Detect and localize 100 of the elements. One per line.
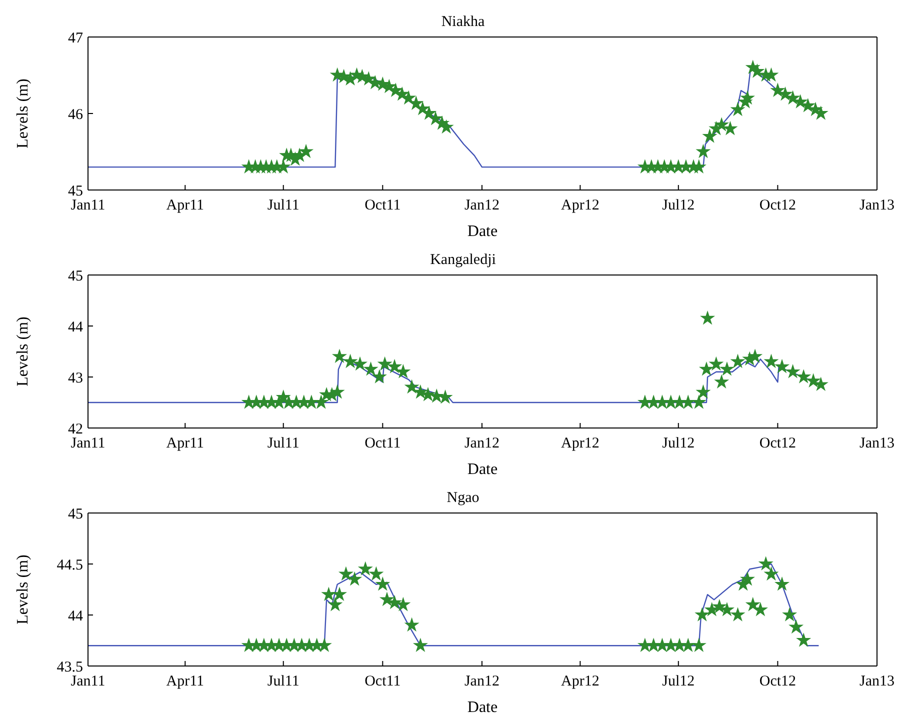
point — [404, 379, 420, 394]
point — [774, 358, 790, 374]
point — [708, 356, 724, 371]
point — [730, 102, 746, 116]
y-tick-label: 46 — [68, 106, 84, 123]
point — [358, 561, 373, 576]
chart-title: Ngao — [446, 490, 480, 506]
x-tick-label: Jul11 — [267, 674, 300, 690]
chart-title: Kangaledji — [430, 252, 496, 268]
point — [379, 592, 394, 606]
x-tick-label: Jan12 — [464, 674, 500, 690]
x-tick-label: Jan12 — [464, 436, 500, 452]
point — [730, 354, 746, 368]
point — [806, 373, 821, 388]
point — [328, 596, 343, 612]
point — [347, 571, 362, 586]
point — [702, 128, 718, 143]
point — [363, 361, 378, 376]
point — [316, 638, 332, 652]
point — [691, 638, 706, 652]
x-tick-label: Jan12 — [464, 198, 500, 214]
point — [412, 638, 428, 652]
y-tick-label: 42 — [68, 421, 83, 438]
point — [321, 586, 336, 601]
x-tick-label: Oct12 — [759, 674, 796, 690]
point — [338, 566, 354, 581]
point — [698, 361, 714, 376]
x-axis-title: Date — [467, 699, 498, 716]
y-tick-label: 45 — [68, 268, 83, 284]
x-axis-title: Date — [467, 223, 498, 240]
x-tick-label: Apr11 — [166, 436, 204, 452]
point — [694, 607, 710, 622]
y-tick-label: 44.5 — [56, 557, 83, 574]
point — [352, 356, 368, 371]
point — [700, 310, 716, 325]
point — [429, 388, 444, 403]
point — [332, 586, 347, 601]
x-tick-label: Jul12 — [662, 198, 695, 214]
point — [387, 358, 402, 374]
x-tick-label: Apr12 — [561, 198, 600, 214]
y-tick-label: 47 — [68, 30, 84, 46]
point — [758, 556, 774, 570]
x-tick-label: Oct11 — [364, 674, 401, 690]
x-tick-label: Jan13 — [860, 436, 894, 452]
y-axis-title: Levels (m) — [14, 316, 32, 386]
point — [722, 120, 738, 136]
point — [422, 106, 437, 120]
point — [730, 607, 746, 622]
x-tick-label: Jan11 — [70, 674, 106, 690]
y-axis-title: Levels (m) — [14, 78, 32, 148]
y-tick-label: 45 — [68, 506, 83, 522]
point — [796, 369, 812, 384]
x-tick-label: Jul12 — [662, 436, 695, 452]
point — [396, 596, 411, 612]
point — [680, 638, 696, 652]
point — [785, 364, 800, 378]
y-tick-label: 44 — [68, 608, 84, 624]
chart-title: Niakha — [441, 14, 485, 30]
point — [330, 384, 345, 399]
point — [377, 356, 392, 371]
x-tick-label: Oct11 — [364, 198, 401, 214]
point — [740, 90, 755, 105]
point — [745, 596, 760, 612]
point — [372, 369, 387, 384]
y-tick-label: 44 — [68, 319, 84, 336]
point — [408, 96, 424, 110]
point — [696, 144, 711, 158]
point — [714, 117, 730, 132]
x-tick-label: Jan11 — [70, 436, 106, 452]
point — [712, 598, 727, 614]
point — [796, 632, 812, 647]
point — [740, 571, 755, 586]
x-tick-label: Jan11 — [70, 198, 106, 214]
x-axis-title: Date — [467, 461, 498, 478]
x-tick-label: Apr12 — [561, 436, 600, 452]
x-tick-label: Jul12 — [662, 674, 695, 690]
y-axis-title: Levels (m) — [14, 554, 32, 624]
point — [719, 361, 734, 376]
x-tick-label: Oct12 — [759, 198, 796, 214]
point — [332, 348, 347, 363]
point — [696, 384, 711, 399]
x-tick-label: Jan13 — [860, 674, 894, 690]
x-tick-label: Jul11 — [267, 198, 300, 214]
point — [298, 144, 314, 158]
point — [342, 354, 358, 368]
point — [748, 348, 763, 363]
point — [764, 566, 779, 581]
point — [714, 374, 730, 388]
x-tick-label: Oct11 — [364, 436, 401, 452]
point — [764, 67, 779, 82]
x-tick-label: Jul11 — [267, 436, 300, 452]
y-tick-label: 45 — [68, 183, 83, 200]
point — [438, 119, 454, 134]
point — [788, 619, 804, 634]
point — [375, 576, 390, 591]
point — [774, 576, 790, 591]
y-tick-label: 43 — [68, 370, 83, 386]
x-tick-label: Apr11 — [166, 198, 204, 214]
x-tick-label: Apr11 — [166, 674, 204, 690]
y-tick-label: 43.5 — [56, 659, 83, 676]
